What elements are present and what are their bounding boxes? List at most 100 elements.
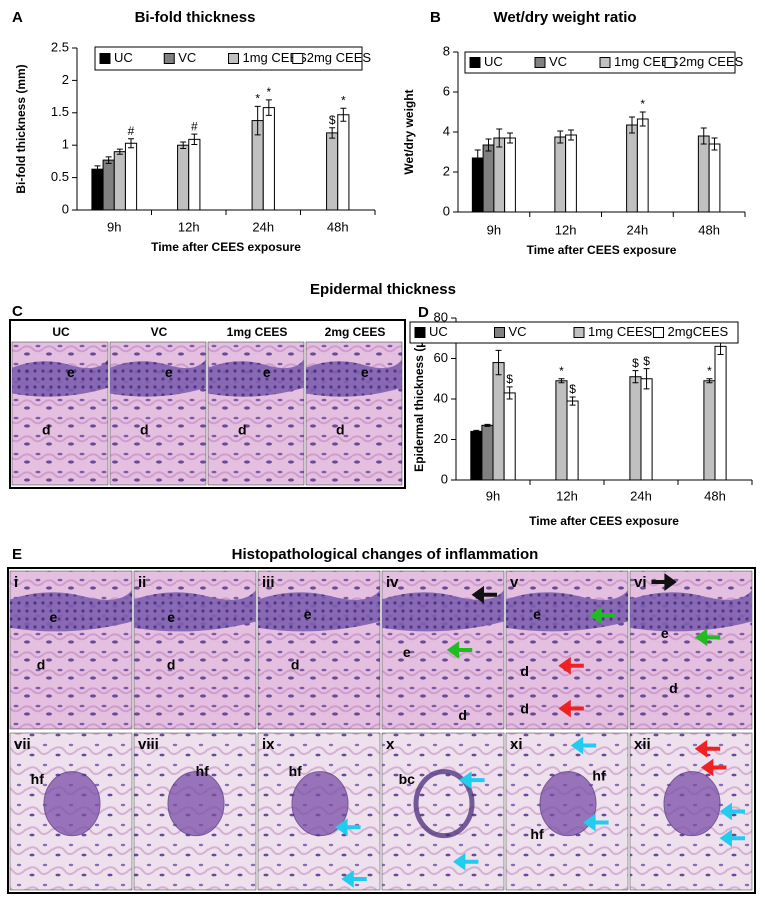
tissue-label: d — [291, 657, 300, 673]
image-numeral: iii — [262, 574, 275, 591]
bar — [481, 424, 494, 481]
tissue-label: hf — [31, 771, 45, 787]
y-tick-label: 60 — [434, 350, 448, 365]
bar — [492, 362, 505, 481]
error-bar — [568, 129, 575, 141]
bar — [504, 137, 516, 213]
error-bar — [495, 349, 502, 376]
x-tick-label: 12h — [555, 222, 577, 237]
legend-swatch — [163, 53, 175, 64]
y-tick-label: 0 — [62, 201, 69, 216]
tissue-label: hf — [196, 763, 210, 779]
y-tick-label: 2 — [62, 72, 69, 87]
arrow — [558, 699, 584, 718]
histology: C UC e d VC e d 1mg CEES e d 2mg CEES e d E Histopatho… — [7, 303, 756, 894]
column-header: 1mg CEES — [227, 325, 288, 339]
bar — [636, 118, 649, 213]
chart-title: Wet/dry weight ratio — [493, 9, 636, 26]
legend-swatch — [534, 57, 546, 68]
bar — [503, 392, 516, 481]
tissue-label: d — [669, 680, 678, 696]
image-numeral: ix — [262, 736, 275, 753]
bar — [470, 430, 483, 481]
error-bar — [643, 368, 650, 390]
arrow — [341, 870, 367, 888]
tissue-label: d — [140, 421, 149, 437]
significance-marker: $ — [569, 382, 576, 396]
epidermis — [630, 589, 752, 632]
epidermis — [134, 589, 256, 632]
epidermis — [110, 359, 206, 397]
tissue-label: e — [304, 606, 312, 622]
bar — [102, 159, 115, 211]
arrow — [589, 606, 615, 625]
legend-label: 1mg CEES — [588, 324, 653, 339]
legend-swatch — [494, 327, 505, 338]
y-tick-label: 2.5 — [51, 39, 69, 54]
bar — [640, 378, 653, 481]
follicle — [413, 769, 475, 839]
x-tick-label: 9h — [486, 488, 500, 503]
panel-letter: A — [12, 9, 23, 26]
error-bar — [558, 378, 565, 384]
x-axis-label: Time after CEES exposure — [151, 240, 301, 254]
bar — [697, 135, 710, 213]
significance-marker: # — [191, 119, 198, 133]
tissue-label: d — [336, 421, 345, 437]
significance-marker: * — [559, 364, 564, 378]
tissue-label: e — [403, 644, 411, 660]
image-numeral: xii — [634, 736, 651, 753]
arrow — [459, 771, 485, 789]
bar — [124, 142, 138, 211]
error-bar — [128, 138, 135, 149]
legend-label: 1mg CEES — [243, 50, 308, 65]
error-bar — [706, 378, 713, 384]
error-bar — [340, 107, 347, 122]
tissue-label: bc — [399, 771, 416, 787]
tissue-label: d — [458, 707, 467, 723]
arrow — [335, 818, 361, 837]
error-bar — [700, 127, 707, 145]
bar — [113, 151, 126, 211]
arrow — [446, 641, 473, 659]
charts: A Bi-fold thickness 0 0.5 1 1.5 2 2.5 Bi-fold th… — [12, 9, 753, 528]
image-numeral: viii — [138, 736, 159, 753]
epidermis — [258, 589, 380, 632]
y-tick-label: 1 — [62, 137, 69, 152]
arrow — [700, 758, 727, 777]
image-numeral: ii — [138, 574, 146, 591]
arrow — [719, 829, 745, 848]
error-bar — [569, 396, 576, 406]
column-header: VC — [151, 325, 168, 339]
bar — [703, 380, 716, 481]
follicle — [43, 771, 101, 837]
legend-swatch — [228, 53, 239, 64]
image-numeral: v — [510, 574, 519, 591]
bar — [337, 114, 350, 211]
arrow — [694, 739, 721, 758]
x-axis-label: Time after CEES exposure — [529, 514, 679, 528]
arrow — [471, 585, 497, 604]
bar — [177, 144, 190, 211]
legend-swatch — [573, 327, 585, 338]
significance-marker: $ — [506, 372, 513, 386]
tissue-label: e — [263, 364, 271, 380]
error-bar — [639, 111, 646, 127]
tissue-label: e — [67, 364, 75, 380]
legend-label: 1mg CEES — [614, 54, 679, 69]
significance-marker: $ — [329, 113, 336, 127]
panel-letter: B — [430, 9, 441, 26]
bar — [714, 345, 727, 481]
y-tick-label: 4 — [443, 123, 450, 138]
error-bar — [632, 370, 639, 384]
x-tick-label: 48h — [327, 219, 349, 234]
y-tick-label: 40 — [434, 390, 448, 405]
x-axis-label: Time after CEES exposure — [527, 243, 677, 257]
epidermis — [382, 589, 504, 632]
legend-swatch — [599, 57, 611, 68]
y-axis-label: Bi-fold thickness (mm) — [14, 64, 28, 193]
tissue-label: d — [520, 663, 529, 679]
x-tick-label: 48h — [698, 222, 720, 237]
